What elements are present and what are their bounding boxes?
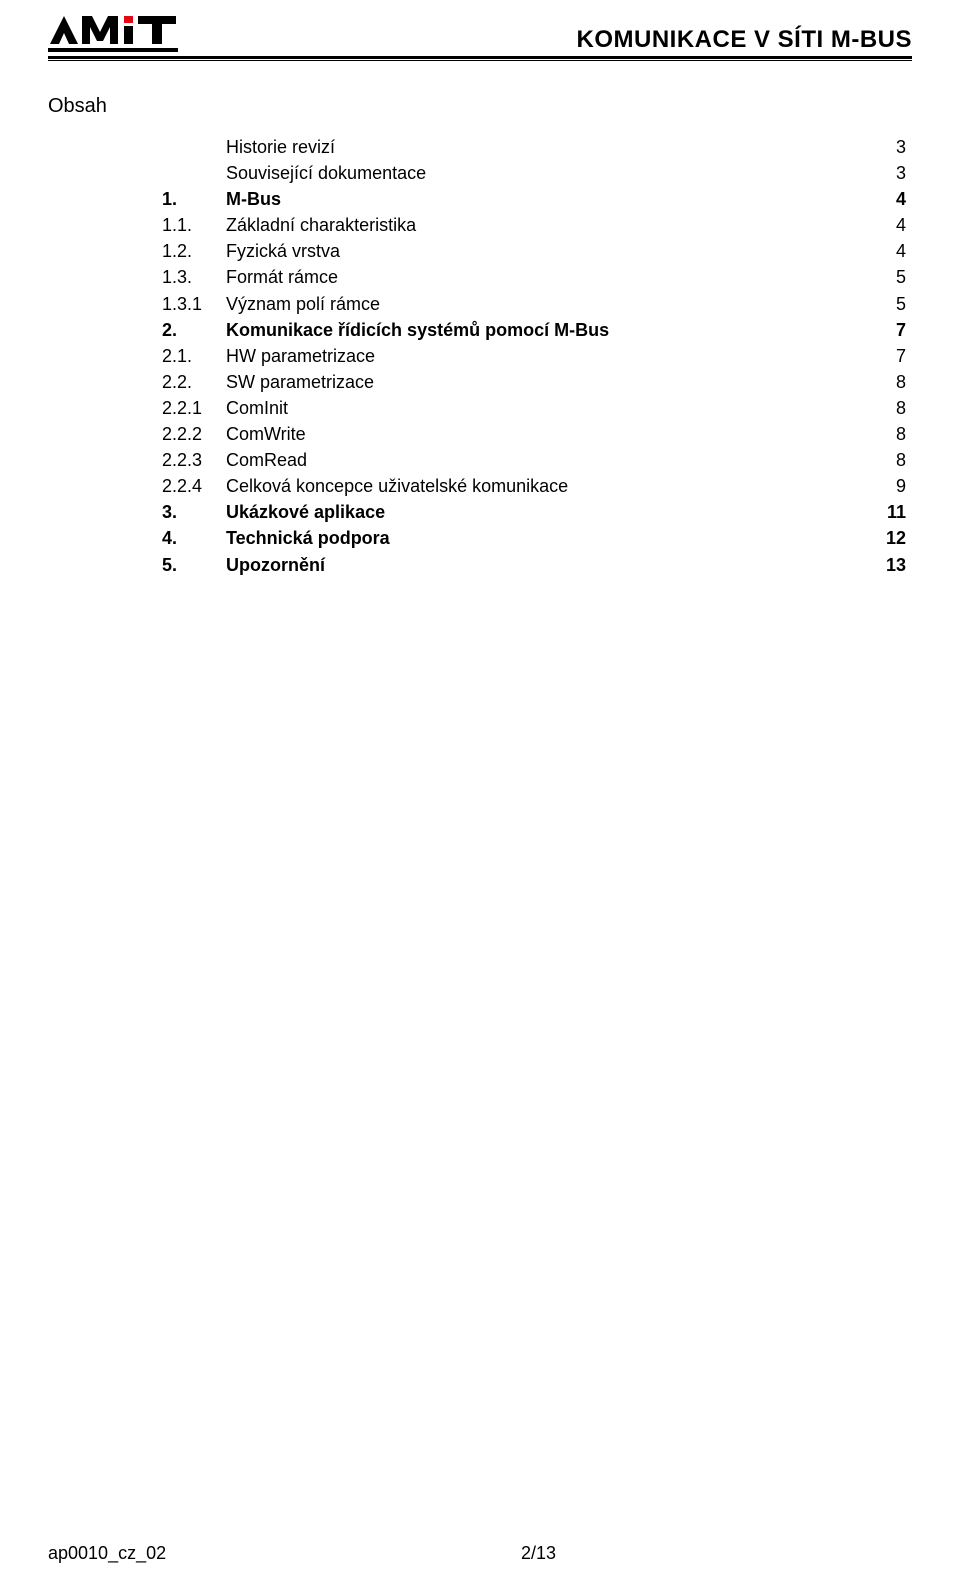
toc-label: HW parametrizace bbox=[226, 343, 375, 369]
toc-label: Související dokumentace bbox=[226, 160, 426, 186]
toc-label: Ukázkové aplikace bbox=[226, 499, 385, 525]
toc-label: SW parametrizace bbox=[226, 369, 374, 395]
toc-label: Formát rámce bbox=[226, 264, 338, 290]
toc-page: 4 bbox=[894, 212, 906, 238]
amit-logo-icon bbox=[48, 14, 178, 54]
toc-number: 2.2.2 bbox=[162, 421, 226, 447]
toc-row[interactable]: 4.Technická podpora 12 bbox=[162, 525, 906, 551]
toc-number: 2.2.1 bbox=[162, 395, 226, 421]
toc-number: 3. bbox=[162, 499, 226, 525]
toc-label: Upozornění bbox=[226, 552, 325, 578]
toc: Historie revizí 3 Související dokumentace 3… bbox=[162, 134, 906, 578]
toc-label: Fyzická vrstva bbox=[226, 238, 340, 264]
header-rule-thick bbox=[48, 56, 912, 59]
toc-row[interactable]: 1.3.Formát rámce 5 bbox=[162, 264, 906, 290]
toc-label: ComRead bbox=[226, 447, 307, 473]
toc-label: Význam polí rámce bbox=[226, 291, 380, 317]
header-rule-thin bbox=[48, 60, 912, 61]
toc-row[interactable]: 1.M-Bus 4 bbox=[162, 186, 906, 212]
toc-label: M-Bus bbox=[226, 186, 281, 212]
toc-number: 2.2.4 bbox=[162, 473, 226, 499]
toc-label: Komunikace řídicích systémů pomocí M-Bus bbox=[226, 317, 609, 343]
toc-label: ComWrite bbox=[226, 421, 306, 447]
toc-number: 1.3. bbox=[162, 264, 226, 290]
footer: ap0010_cz_02 2/13 bbox=[48, 1543, 912, 1564]
page: KOMUNIKACE V SÍTI M-BUS Obsah Historie r… bbox=[0, 0, 960, 1584]
toc-row[interactable]: 2.2.4Celková koncepce uživatelské komuni… bbox=[162, 473, 906, 499]
toc-label: Celková koncepce uživatelské komunikace bbox=[226, 473, 568, 499]
section-title: Obsah bbox=[48, 95, 912, 118]
toc-row[interactable]: Historie revizí 3 bbox=[162, 134, 906, 160]
toc-row[interactable]: 2.2.2ComWrite 8 bbox=[162, 421, 906, 447]
toc-page: 7 bbox=[894, 317, 906, 343]
toc-number: 2.2. bbox=[162, 369, 226, 395]
toc-label: Základní charakteristika bbox=[226, 212, 416, 238]
footer-page-number: 2/13 bbox=[166, 1543, 911, 1564]
toc-label: Historie revizí bbox=[226, 134, 335, 160]
toc-label: ComInit bbox=[226, 395, 288, 421]
toc-page: 8 bbox=[894, 369, 906, 395]
document-title: KOMUNIKACE V SÍTI M-BUS bbox=[577, 26, 913, 54]
toc-page: 8 bbox=[894, 447, 906, 473]
toc-row[interactable]: 2.2.1ComInit 8 bbox=[162, 395, 906, 421]
toc-row[interactable]: 1.2.Fyzická vrstva 4 bbox=[162, 238, 906, 264]
toc-page: 8 bbox=[894, 395, 906, 421]
toc-page: 13 bbox=[884, 552, 906, 578]
toc-page: 5 bbox=[894, 264, 906, 290]
toc-label: Technická podpora bbox=[226, 525, 390, 551]
toc-number: 4. bbox=[162, 525, 226, 551]
toc-number: 5. bbox=[162, 552, 226, 578]
toc-page: 7 bbox=[894, 343, 906, 369]
toc-page: 3 bbox=[894, 134, 906, 160]
logo bbox=[48, 14, 178, 54]
toc-row[interactable]: 1.1.Základní charakteristika 4 bbox=[162, 212, 906, 238]
toc-row[interactable]: 2.Komunikace řídicích systémů pomocí M-B… bbox=[162, 317, 906, 343]
toc-page: 8 bbox=[894, 421, 906, 447]
toc-number: 1.1. bbox=[162, 212, 226, 238]
toc-page: 3 bbox=[894, 160, 906, 186]
toc-number: 2.2.3 bbox=[162, 447, 226, 473]
toc-page: 4 bbox=[894, 238, 906, 264]
toc-page: 5 bbox=[894, 291, 906, 317]
toc-row[interactable]: 2.1.HW parametrizace 7 bbox=[162, 343, 906, 369]
footer-doc-id: ap0010_cz_02 bbox=[48, 1543, 166, 1564]
toc-row[interactable]: 5.Upozornění 13 bbox=[162, 552, 906, 578]
toc-number: 1.2. bbox=[162, 238, 226, 264]
toc-row[interactable]: 2.2.3ComRead 8 bbox=[162, 447, 906, 473]
toc-page: 11 bbox=[885, 499, 906, 525]
toc-number: 2.1. bbox=[162, 343, 226, 369]
toc-row[interactable]: 1.3.1Význam polí rámce 5 bbox=[162, 291, 906, 317]
header: KOMUNIKACE V SÍTI M-BUS bbox=[48, 14, 912, 54]
toc-number: 1. bbox=[162, 186, 226, 212]
toc-number: 1.3.1 bbox=[162, 291, 226, 317]
toc-number: 2. bbox=[162, 317, 226, 343]
toc-row[interactable]: 2.2.SW parametrizace 8 bbox=[162, 369, 906, 395]
toc-row[interactable]: 3.Ukázkové aplikace 11 bbox=[162, 499, 906, 525]
toc-page: 9 bbox=[894, 473, 906, 499]
toc-row[interactable]: Související dokumentace 3 bbox=[162, 160, 906, 186]
toc-page: 4 bbox=[894, 186, 906, 212]
toc-page: 12 bbox=[884, 525, 906, 551]
